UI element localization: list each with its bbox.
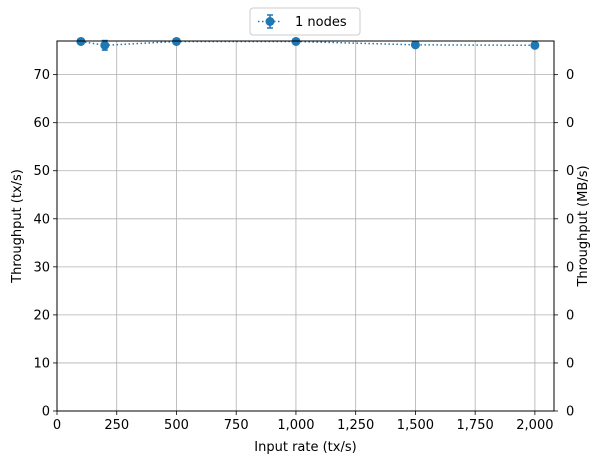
x-axis-label: Input rate (tx/s): [254, 440, 356, 455]
legend-label: 1 nodes: [295, 15, 347, 30]
y2-tick-label: 0: [566, 405, 574, 420]
y-tick-label: 60: [33, 116, 50, 131]
x-tick-label: 1,250: [337, 418, 374, 433]
x-axis: 0 250 500 750 1,000 1,250 1,500 1,750 2,000: [53, 411, 553, 433]
y2-tick-label: 0: [566, 308, 574, 323]
y-tick-label: 40: [33, 212, 50, 227]
data-point: [100, 40, 110, 50]
x-tick-label: 1,000: [277, 418, 314, 433]
x-tick-label: 0: [53, 418, 61, 433]
y-tick-label: 70: [33, 68, 50, 83]
y-tick-label: 20: [33, 308, 50, 323]
data-point: [530, 40, 540, 50]
x-tick-label: 1,750: [457, 418, 494, 433]
y2-tick-label: 0: [566, 356, 574, 371]
y2-tick-label: 0: [566, 260, 574, 275]
y-tick-label: 50: [33, 164, 50, 179]
y-tick-label: 0: [42, 405, 50, 420]
plot-frame: [56, 40, 555, 412]
x-tick-label: 500: [164, 418, 189, 433]
y2-tick-label: 0: [566, 116, 574, 131]
series-line: [80, 40, 535, 47]
x-tick-label: 1,500: [397, 418, 434, 433]
x-tick-label: 750: [224, 418, 249, 433]
y2-axis-label: Throughput (MB/s): [576, 165, 591, 287]
y-tick-label: 10: [33, 356, 50, 371]
legend-marker: [265, 17, 275, 26]
series-layer: [76, 36, 540, 51]
y2-tick-label: 0: [566, 68, 574, 83]
data-point: [410, 40, 420, 50]
y2-tick-label: 0: [566, 212, 574, 227]
legend: 1 nodes: [249, 7, 361, 36]
y-tick-label: 30: [33, 260, 50, 275]
legend-frame: [249, 7, 361, 36]
y-axis-right: 0 0 0 0 0 0 0 0: [554, 68, 574, 420]
x-tick-label: 2,000: [516, 418, 553, 433]
grid: [56, 41, 554, 412]
x-tick-label: 250: [104, 418, 129, 433]
y2-tick-label: 0: [566, 164, 574, 179]
y-axis-label: Throughput (tx/s): [10, 169, 25, 284]
y-axis-left: 0 10 20 30 40 50 60 70: [33, 68, 57, 420]
